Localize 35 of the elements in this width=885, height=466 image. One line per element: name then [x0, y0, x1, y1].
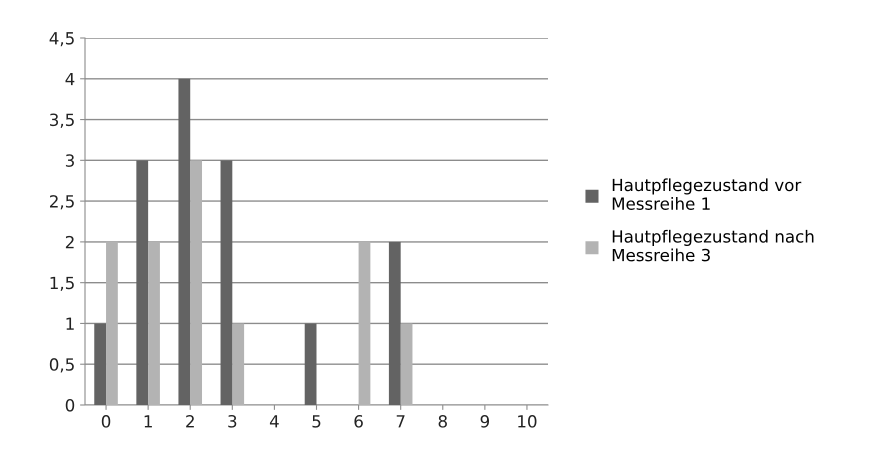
bar — [94, 323, 106, 405]
bar — [388, 242, 401, 405]
bar — [232, 323, 244, 405]
x-tick-label: 1 — [144, 415, 152, 428]
y-tick-label: 0,5 — [50, 358, 74, 372]
y-tick-label: 3,5 — [50, 114, 74, 128]
y-tick-label: 2,5 — [50, 195, 74, 210]
y-tick-label: 4 — [65, 72, 74, 86]
bar — [358, 242, 370, 405]
x-tick-label: 9 — [480, 415, 489, 428]
x-tick-label: 3 — [228, 415, 236, 428]
bar — [190, 160, 202, 405]
y-tick-label: 3 — [66, 154, 74, 167]
bar — [136, 160, 148, 405]
x-tick-label: 5 — [312, 415, 320, 428]
y-tick-label: 1 — [66, 318, 74, 330]
bar — [304, 323, 316, 405]
x-tick-label: 10 — [518, 415, 536, 428]
x-tick-label: 6 — [354, 415, 363, 428]
bar — [220, 160, 232, 405]
bar — [400, 323, 412, 405]
y-tick-label: 0 — [66, 398, 74, 412]
bar — [178, 78, 190, 405]
y-tick-label: 1,5 — [50, 276, 74, 291]
legend-label: Hautpflegezustand nach Messreihe 3 — [612, 230, 814, 262]
legend-label: Hautpflegezustand vor Messreihe 1 — [612, 178, 802, 210]
x-tick-label: 4 — [270, 415, 279, 428]
y-tick-label: 4,5 — [50, 32, 74, 46]
x-tick-label: 7 — [396, 415, 405, 428]
x-tick-label: 8 — [438, 415, 447, 428]
bar — [106, 242, 118, 405]
x-tick-label: 0 — [102, 415, 110, 428]
x-tick-label: 2 — [186, 415, 194, 428]
bar — [148, 242, 160, 405]
y-tick-label: 2 — [66, 236, 74, 248]
